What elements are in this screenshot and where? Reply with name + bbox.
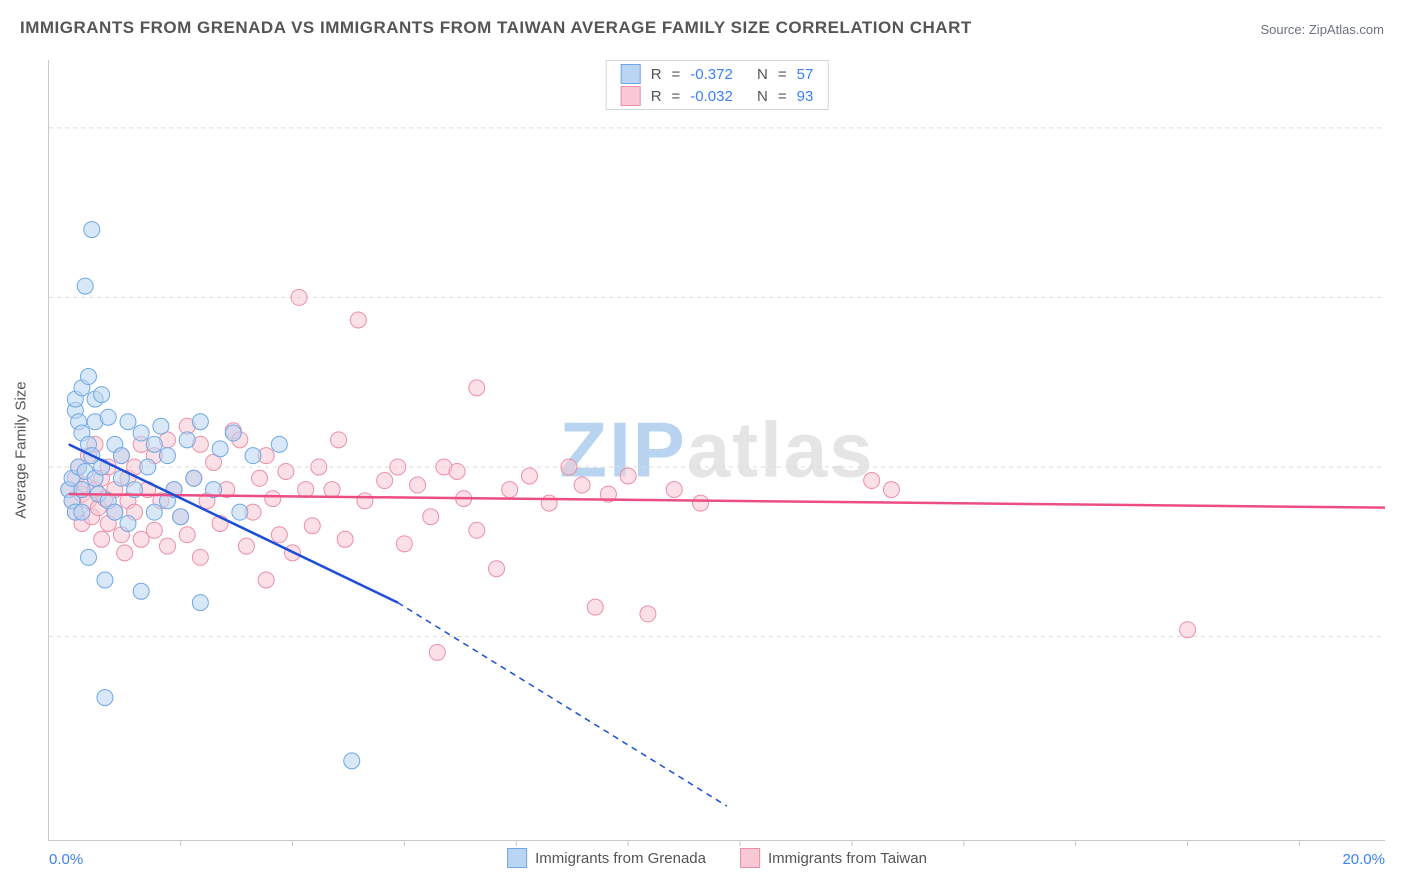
chart-title: IMMIGRANTS FROM GRENADA VS IMMIGRANTS FR…: [20, 18, 972, 38]
chart-plot-area: Average Family Size ZIPatlas R = -0.372 …: [48, 60, 1385, 841]
legend-r-label: R: [651, 88, 662, 105]
legend-r-value: -0.032: [690, 88, 733, 105]
source-credit: Source: ZipAtlas.com: [1260, 22, 1384, 37]
square-swatch-icon: [621, 86, 641, 106]
correlation-legend: R = -0.372 N = 57 R = -0.032 N = 93: [606, 60, 829, 110]
x-axis-max-label: 20.0%: [1342, 851, 1385, 868]
legend-item-grenada: Immigrants from Grenada: [507, 848, 706, 868]
trend-line-grenada-extrapolated: [398, 603, 727, 806]
square-swatch-icon: [507, 848, 527, 868]
y-axis-label: Average Family Size: [13, 381, 30, 518]
trend-lines-layer: [49, 60, 1385, 840]
legend-label: Immigrants from Taiwan: [768, 850, 927, 867]
trend-line-taiwan: [69, 494, 1385, 508]
legend-r-label: R: [651, 66, 662, 83]
series-legend: Immigrants from Grenada Immigrants from …: [507, 848, 927, 868]
legend-row-taiwan: R = -0.032 N = 93: [607, 85, 828, 107]
legend-label: Immigrants from Grenada: [535, 850, 706, 867]
trend-line-grenada: [69, 444, 398, 602]
legend-eq: =: [778, 66, 787, 83]
source-prefix: Source:: [1260, 22, 1308, 37]
legend-n-value: 57: [797, 66, 814, 83]
legend-eq: =: [672, 66, 681, 83]
legend-n-label: N: [757, 66, 768, 83]
legend-item-taiwan: Immigrants from Taiwan: [740, 848, 927, 868]
x-axis-min-label: 0.0%: [49, 851, 83, 868]
legend-eq: =: [778, 88, 787, 105]
source-link[interactable]: ZipAtlas.com: [1309, 22, 1384, 37]
legend-n-label: N: [757, 88, 768, 105]
legend-n-value: 93: [797, 88, 814, 105]
legend-r-value: -0.372: [690, 66, 733, 83]
legend-row-grenada: R = -0.372 N = 57: [607, 63, 828, 85]
square-swatch-icon: [621, 64, 641, 84]
square-swatch-icon: [740, 848, 760, 868]
legend-eq: =: [672, 88, 681, 105]
